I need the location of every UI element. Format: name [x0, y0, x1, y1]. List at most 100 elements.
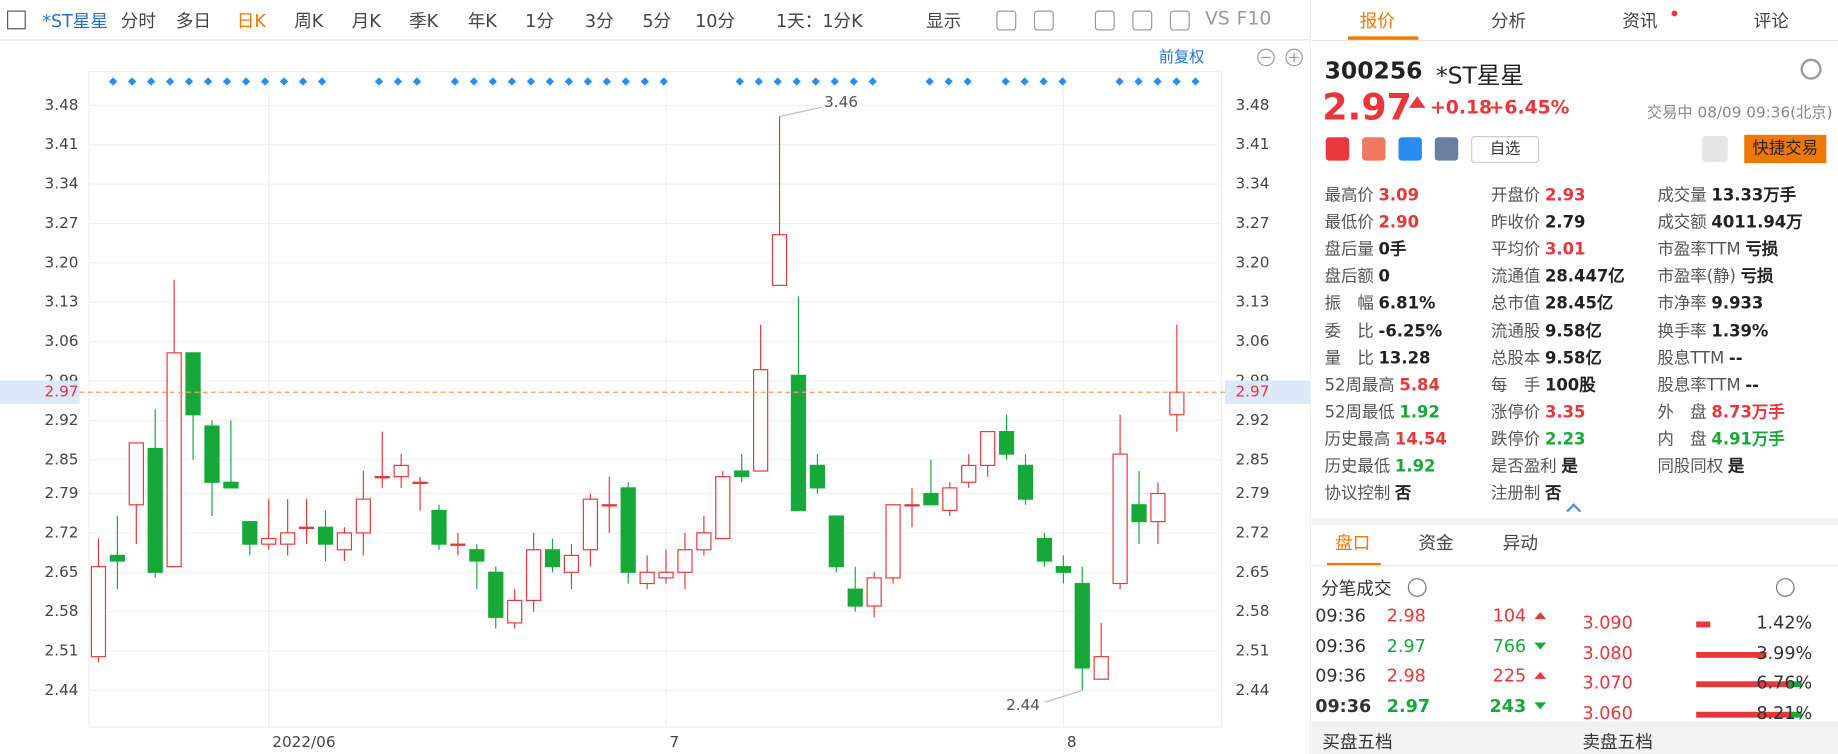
signal-marker — [279, 77, 289, 86]
candle-body — [563, 554, 580, 573]
last-price-label: 2.97 — [45, 383, 79, 401]
trade-vol: 104 — [1492, 605, 1527, 627]
stat-label: 最高价 — [1324, 186, 1374, 206]
stat-value: 3.35 — [1544, 403, 1586, 422]
signal-marker — [944, 77, 953, 86]
sub-tab[interactable]: 盘口 — [1335, 532, 1371, 554]
period-tab[interactable]: 分时 — [120, 10, 156, 32]
candle-body — [412, 481, 428, 485]
more-icon[interactable] — [1775, 578, 1795, 597]
adjust-button[interactable]: 前复权 — [1159, 48, 1205, 66]
candle-body — [696, 532, 712, 551]
trade-button[interactable]: 快捷交易 — [1744, 134, 1827, 163]
y-tick-label-right: 3.06 — [1235, 332, 1269, 350]
period-tab[interactable]: 多日 — [175, 10, 212, 32]
stat-value: 28.45亿 — [1544, 294, 1614, 314]
stat-value: 1.92 — [1394, 457, 1436, 477]
candle-body — [280, 532, 296, 545]
panel-tab[interactable]: 评论 — [1753, 10, 1789, 32]
candle-body — [639, 571, 655, 585]
tool-icon[interactable] — [1169, 10, 1190, 31]
settings-icon[interactable] — [1800, 58, 1822, 80]
signal-marker — [127, 77, 137, 86]
stat-value: 3.09 — [1378, 186, 1420, 206]
candle-body — [355, 498, 371, 534]
stat-value: 2.90 — [1378, 213, 1420, 233]
panel-tab[interactable]: 报价 — [1359, 10, 1395, 32]
signal-marker — [260, 77, 270, 86]
signal-marker — [412, 77, 422, 86]
tool-icon[interactable] — [1094, 10, 1115, 31]
period-tab[interactable]: 月K — [351, 10, 381, 32]
panel-tab[interactable]: 资讯 — [1622, 10, 1658, 32]
trade-price: 2.98 — [1386, 605, 1426, 627]
display-menu[interactable]: 显示 — [926, 10, 962, 32]
sub-tab[interactable]: 资金 — [1418, 532, 1454, 554]
period-tab[interactable]: 5分 — [642, 10, 672, 32]
stat-label: 总市值 — [1491, 294, 1541, 314]
y-tick-label: 3.34 — [45, 175, 79, 193]
stat-value: 28.447亿 — [1544, 267, 1625, 287]
buy5: 买盘五档 — [1322, 731, 1393, 753]
y-tick-label-right: 2.79 — [1235, 484, 1269, 502]
y-tick-label-right: 2.58 — [1235, 602, 1269, 620]
period-tab[interactable]: 季K — [409, 10, 439, 32]
trade-arrow — [1534, 701, 1547, 709]
candle-body — [1036, 537, 1053, 562]
alert-icon[interactable] — [1702, 136, 1728, 162]
vs-button[interactable]: VS — [1205, 7, 1230, 30]
zoom-out[interactable] — [1257, 48, 1275, 67]
stat-label: 最低价 — [1324, 213, 1374, 233]
stat-value: 否 — [1544, 484, 1562, 504]
symbol[interactable]: *ST星星 — [42, 10, 109, 32]
signal-marker — [659, 77, 668, 86]
signal-marker — [469, 77, 479, 86]
tool-icon[interactable] — [1132, 10, 1153, 31]
trade-vol: 243 — [1489, 694, 1527, 716]
period-tab[interactable]: 1分 — [525, 10, 554, 32]
stat-label: 委 比 — [1324, 321, 1374, 341]
signal-marker — [849, 77, 858, 86]
candle-body — [847, 588, 863, 607]
sub-underline — [1326, 562, 1381, 566]
period-tab[interactable]: 周K — [294, 10, 324, 32]
f10-button[interactable]: F10 — [1236, 7, 1272, 30]
candle-body — [128, 442, 144, 506]
candle-body — [677, 549, 693, 573]
signal-marker — [526, 77, 536, 86]
signal-marker — [203, 77, 213, 86]
stat-value: 0 — [1378, 267, 1390, 287]
candle-body — [109, 554, 126, 562]
high-annotation: 3.46 — [824, 93, 858, 111]
info-icon — [1407, 578, 1427, 597]
tool-icon[interactable] — [1033, 10, 1054, 31]
stat-label: 股息率TTM — [1657, 376, 1741, 395]
period-tab[interactable]: 日K — [236, 10, 266, 32]
zoom-in[interactable] — [1285, 48, 1303, 67]
stat-value: 2.79 — [1544, 213, 1586, 233]
stat-label: 总股本 — [1491, 348, 1541, 368]
watch-button[interactable]: 自选 — [1471, 136, 1540, 163]
stat-label: 换手率 — [1657, 321, 1707, 341]
stat-label: 跌停价 — [1491, 430, 1541, 449]
signal-marker — [450, 77, 460, 86]
period-tab[interactable]: 年K — [467, 10, 497, 32]
x-tick-label: 2022/06 — [272, 733, 335, 751]
candle-body — [469, 549, 485, 562]
news-dot — [1671, 10, 1678, 17]
minute-select[interactable]: 1天：1分K — [775, 10, 863, 32]
period-tab[interactable]: 10分 — [695, 10, 736, 32]
period-tab[interactable]: 3分 — [584, 10, 614, 32]
trade-price: 2.98 — [1386, 664, 1426, 686]
stat-value: 9.58亿 — [1544, 321, 1602, 341]
panel-tab[interactable]: 分析 — [1491, 10, 1527, 32]
signal-marker — [735, 77, 744, 86]
sub-tab[interactable]: 异动 — [1502, 532, 1538, 554]
stat-value: 亏损 — [1745, 240, 1779, 260]
tool-icon[interactable] — [996, 10, 1017, 31]
candle-body — [317, 526, 334, 545]
price-tag-bg — [0, 380, 80, 404]
depth-bar — [1789, 711, 1802, 718]
trade-arrow — [1534, 641, 1547, 650]
stat-label: 52周最低 — [1324, 403, 1395, 422]
